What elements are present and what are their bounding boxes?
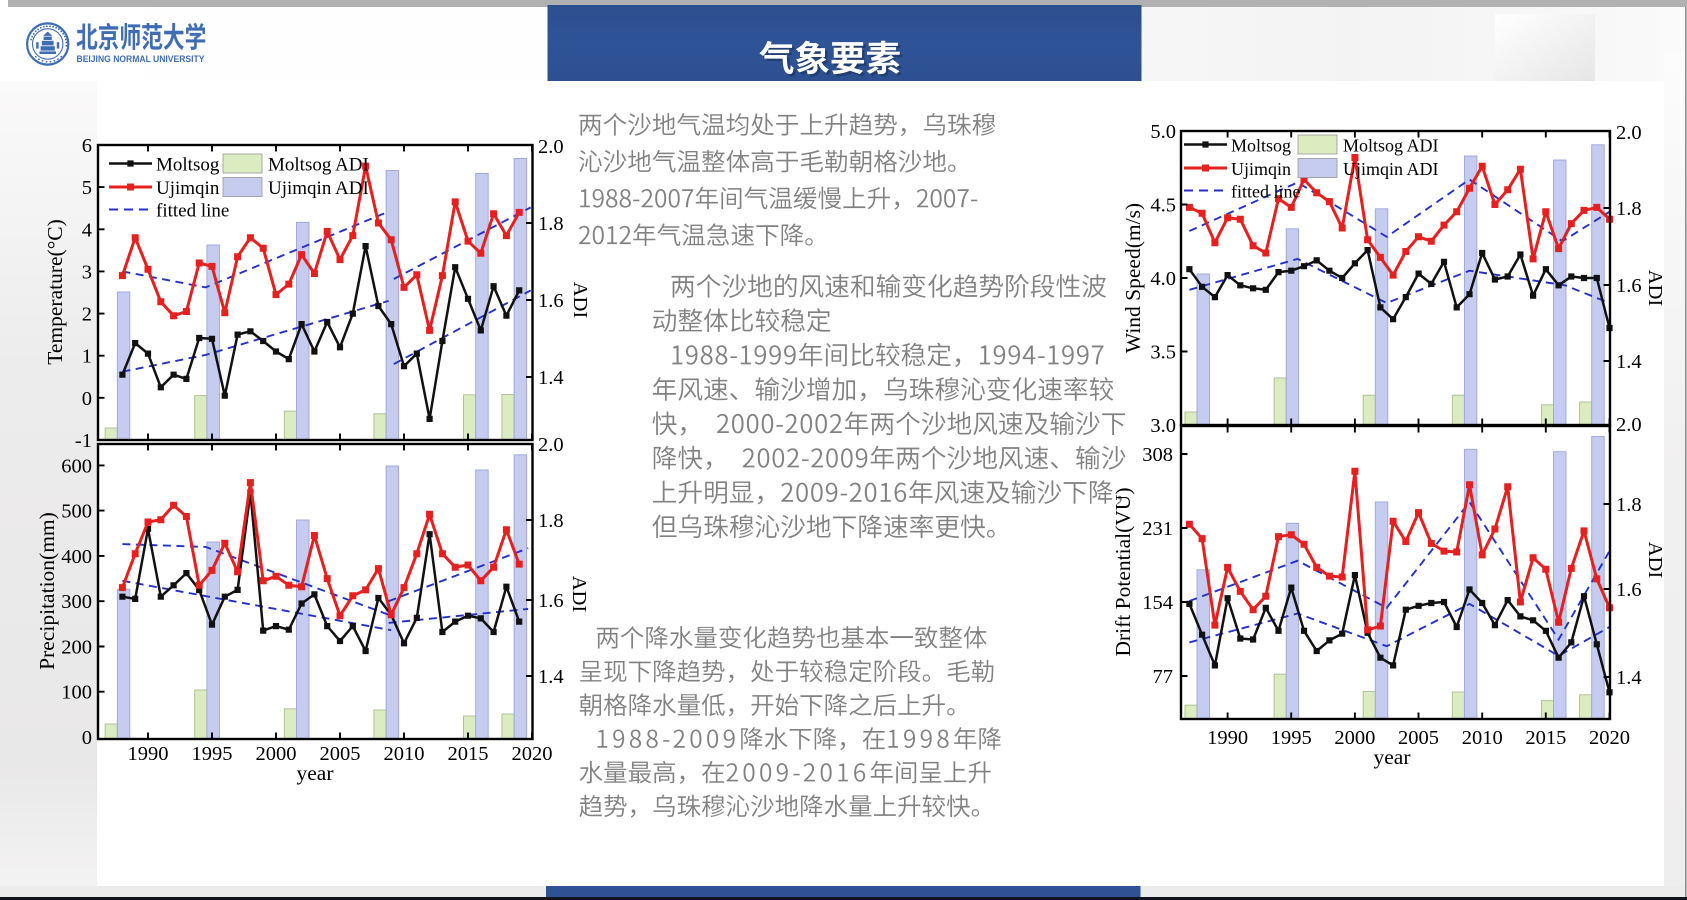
svg-text:fitted line: fitted line [156, 200, 229, 221]
svg-text:Precipitation(mm): Precipitation(mm) [35, 512, 59, 670]
svg-text:2.0: 2.0 [538, 136, 564, 158]
svg-text:1.6: 1.6 [538, 590, 564, 612]
svg-text:Moltsog: Moltsog [156, 154, 220, 175]
svg-text:500: 500 [61, 501, 92, 523]
svg-text:ADI: ADI [1644, 270, 1666, 307]
svg-text:ADI: ADI [569, 282, 591, 319]
svg-text:year: year [297, 761, 334, 785]
svg-text:year: year [1374, 745, 1411, 769]
svg-text:308: 308 [1142, 444, 1173, 466]
svg-text:Moltsog: Moltsog [1231, 135, 1291, 155]
svg-text:Ujimqin ADI: Ujimqin ADI [1343, 159, 1439, 179]
svg-text:Temperature(°C): Temperature(°C) [43, 219, 67, 365]
svg-text:1990: 1990 [128, 743, 169, 765]
svg-text:Moltsog ADI: Moltsog ADI [1343, 135, 1439, 155]
svg-text:1.6: 1.6 [1616, 275, 1642, 297]
svg-text:1.8: 1.8 [1616, 198, 1642, 220]
svg-text:2005: 2005 [1398, 727, 1439, 749]
svg-text:3.5: 3.5 [1150, 342, 1176, 364]
svg-text:1995: 1995 [192, 743, 233, 765]
svg-text:2015: 2015 [1525, 727, 1566, 749]
svg-text:2020: 2020 [1589, 727, 1630, 749]
svg-text:2010: 2010 [1462, 727, 1503, 749]
svg-text:2.0: 2.0 [1616, 122, 1642, 144]
svg-text:BEIJING NORMAL UNIVERSITY: BEIJING NORMAL UNIVERSITY [77, 54, 206, 65]
svg-text:1.8: 1.8 [538, 213, 564, 235]
svg-text:Drift Potential(VU): Drift Potential(VU) [1111, 488, 1135, 657]
svg-text:2005: 2005 [320, 743, 361, 765]
svg-text:0: 0 [82, 388, 92, 410]
svg-text:2: 2 [82, 304, 92, 326]
svg-text:77: 77 [1153, 666, 1174, 688]
svg-text:200: 200 [61, 636, 92, 658]
svg-text:2000: 2000 [1334, 727, 1375, 749]
svg-text:6: 6 [82, 135, 92, 157]
svg-text:0: 0 [82, 727, 92, 749]
svg-text:1995: 1995 [1271, 727, 1312, 749]
svg-text:100: 100 [61, 682, 92, 704]
svg-text:5: 5 [82, 177, 92, 199]
svg-text:1.4: 1.4 [1616, 351, 1642, 373]
svg-text:4.0: 4.0 [1150, 268, 1176, 290]
svg-text:1990: 1990 [1207, 727, 1248, 749]
svg-text:231: 231 [1142, 518, 1173, 540]
svg-text:2015: 2015 [448, 743, 489, 765]
svg-text:1.6: 1.6 [1616, 579, 1642, 601]
svg-text:Ujimqin: Ujimqin [1231, 159, 1291, 179]
svg-text:1.8: 1.8 [538, 510, 564, 532]
svg-text:3: 3 [82, 261, 92, 283]
svg-text:154: 154 [1142, 592, 1173, 614]
svg-text:ADI: ADI [1644, 542, 1666, 579]
svg-text:2010: 2010 [384, 743, 425, 765]
svg-text:400: 400 [61, 546, 92, 568]
svg-text:4: 4 [82, 219, 92, 241]
svg-text:Ujimqin ADI: Ujimqin ADI [268, 178, 369, 199]
svg-text:1.4: 1.4 [538, 367, 564, 389]
svg-text:5.0: 5.0 [1150, 121, 1176, 143]
svg-text:3.0: 3.0 [1150, 415, 1176, 437]
svg-text:1.4: 1.4 [538, 666, 564, 688]
svg-text:fitted line: fitted line [1231, 181, 1300, 201]
svg-text:2020: 2020 [512, 743, 553, 765]
svg-text:Moltsog ADI: Moltsog ADI [268, 154, 369, 175]
svg-text:2000: 2000 [256, 743, 297, 765]
svg-text:1.6: 1.6 [538, 290, 564, 312]
svg-text:600: 600 [61, 455, 92, 477]
svg-text:2.0: 2.0 [538, 434, 564, 456]
svg-text:1.4: 1.4 [1616, 667, 1642, 689]
svg-text:ADI: ADI [568, 576, 590, 613]
svg-text:300: 300 [61, 591, 92, 613]
svg-text:4.5: 4.5 [1150, 195, 1176, 217]
svg-text:1: 1 [82, 346, 92, 368]
svg-text:2.0: 2.0 [1616, 414, 1642, 436]
svg-text:Wind Speed(m/s): Wind Speed(m/s) [1121, 203, 1145, 353]
svg-text:1.8: 1.8 [1616, 494, 1642, 516]
svg-text:Ujimqin: Ujimqin [156, 178, 220, 199]
svg-text:-1: -1 [75, 430, 92, 452]
